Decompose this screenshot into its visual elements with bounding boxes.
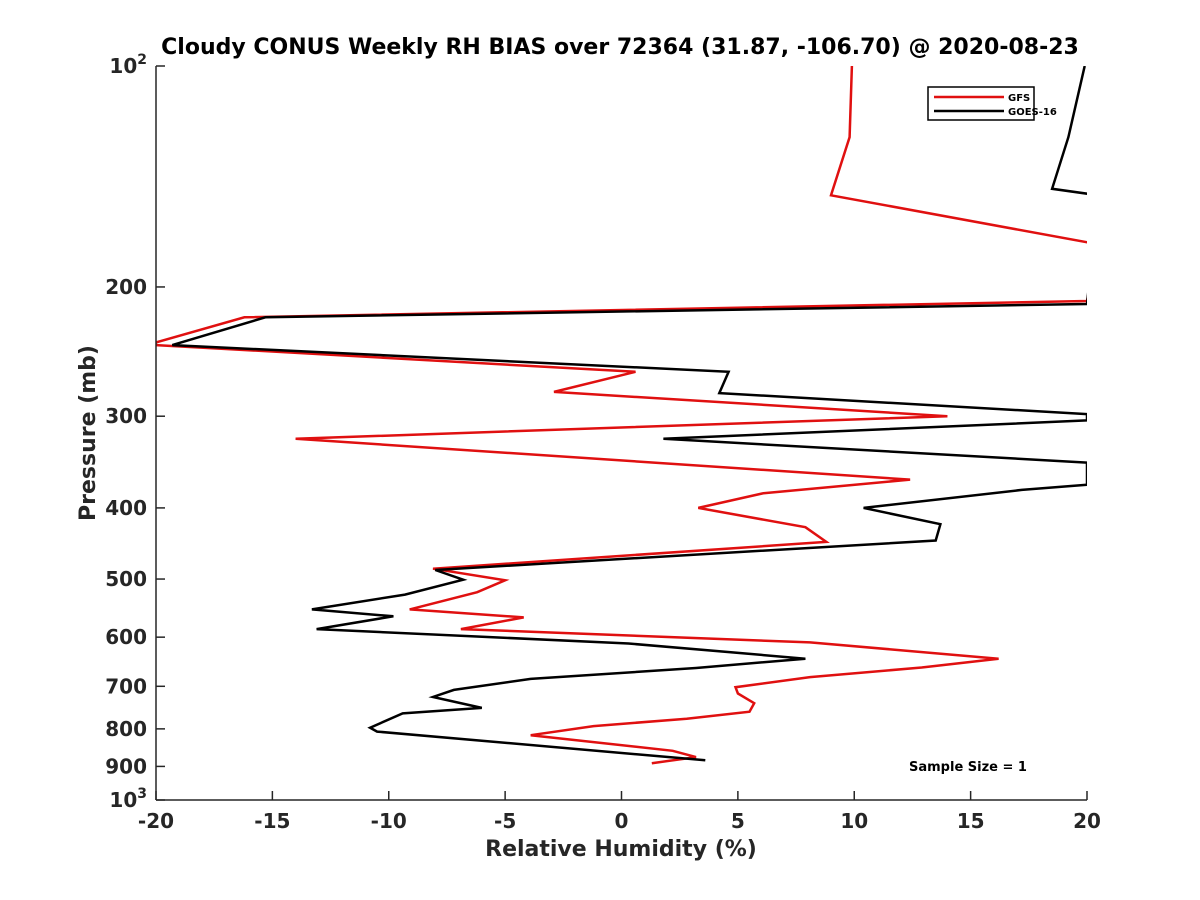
- y-tick-label: 300: [105, 404, 147, 428]
- series-group: [156, 66, 1087, 765]
- x-tick-label: -5: [494, 809, 516, 833]
- x-tick-label: 0: [615, 809, 629, 833]
- y-tick-label: 700: [105, 674, 147, 698]
- sample-size-annotation: Sample Size = 1: [909, 760, 1027, 775]
- y-tick-label: 400: [105, 496, 147, 520]
- x-tick-label: 20: [1073, 809, 1101, 833]
- y-tick-label: 900: [105, 754, 147, 778]
- x-axis-label: Relative Humidity (%): [485, 837, 757, 862]
- legend-box: [927, 86, 1035, 121]
- chart-title: Cloudy CONUS Weekly RH BIAS over 72364 (…: [161, 35, 1079, 60]
- x-tick-label: 10: [840, 809, 868, 833]
- y-tick-label: 200: [105, 275, 147, 299]
- y-axis-label: Pressure (mb): [76, 345, 101, 521]
- x-tick-label: -10: [371, 809, 407, 833]
- series-line-goes-16: [171, 66, 1087, 762]
- y-tick-label: 500: [105, 567, 147, 591]
- x-ticks-group: -20 -15 -10 -5 0 5 10 15 20: [138, 791, 1101, 833]
- y-tick-exponent: 2: [137, 52, 147, 68]
- y-tick-label: 600: [105, 625, 147, 649]
- legend-goes16-label: GOES-16: [1008, 107, 1057, 118]
- y-tick-label: 800: [105, 717, 147, 741]
- x-tick-label: -20: [138, 809, 174, 833]
- legend: GFS GOES-16: [927, 86, 1057, 121]
- legend-gfs-label: GFS: [1008, 93, 1030, 104]
- y-tick-exponent: 3: [137, 786, 147, 802]
- x-tick-label: 5: [731, 809, 745, 833]
- x-tick-label: -15: [254, 809, 290, 833]
- x-tick-label: 15: [957, 809, 985, 833]
- series-line-gfs: [156, 66, 1087, 765]
